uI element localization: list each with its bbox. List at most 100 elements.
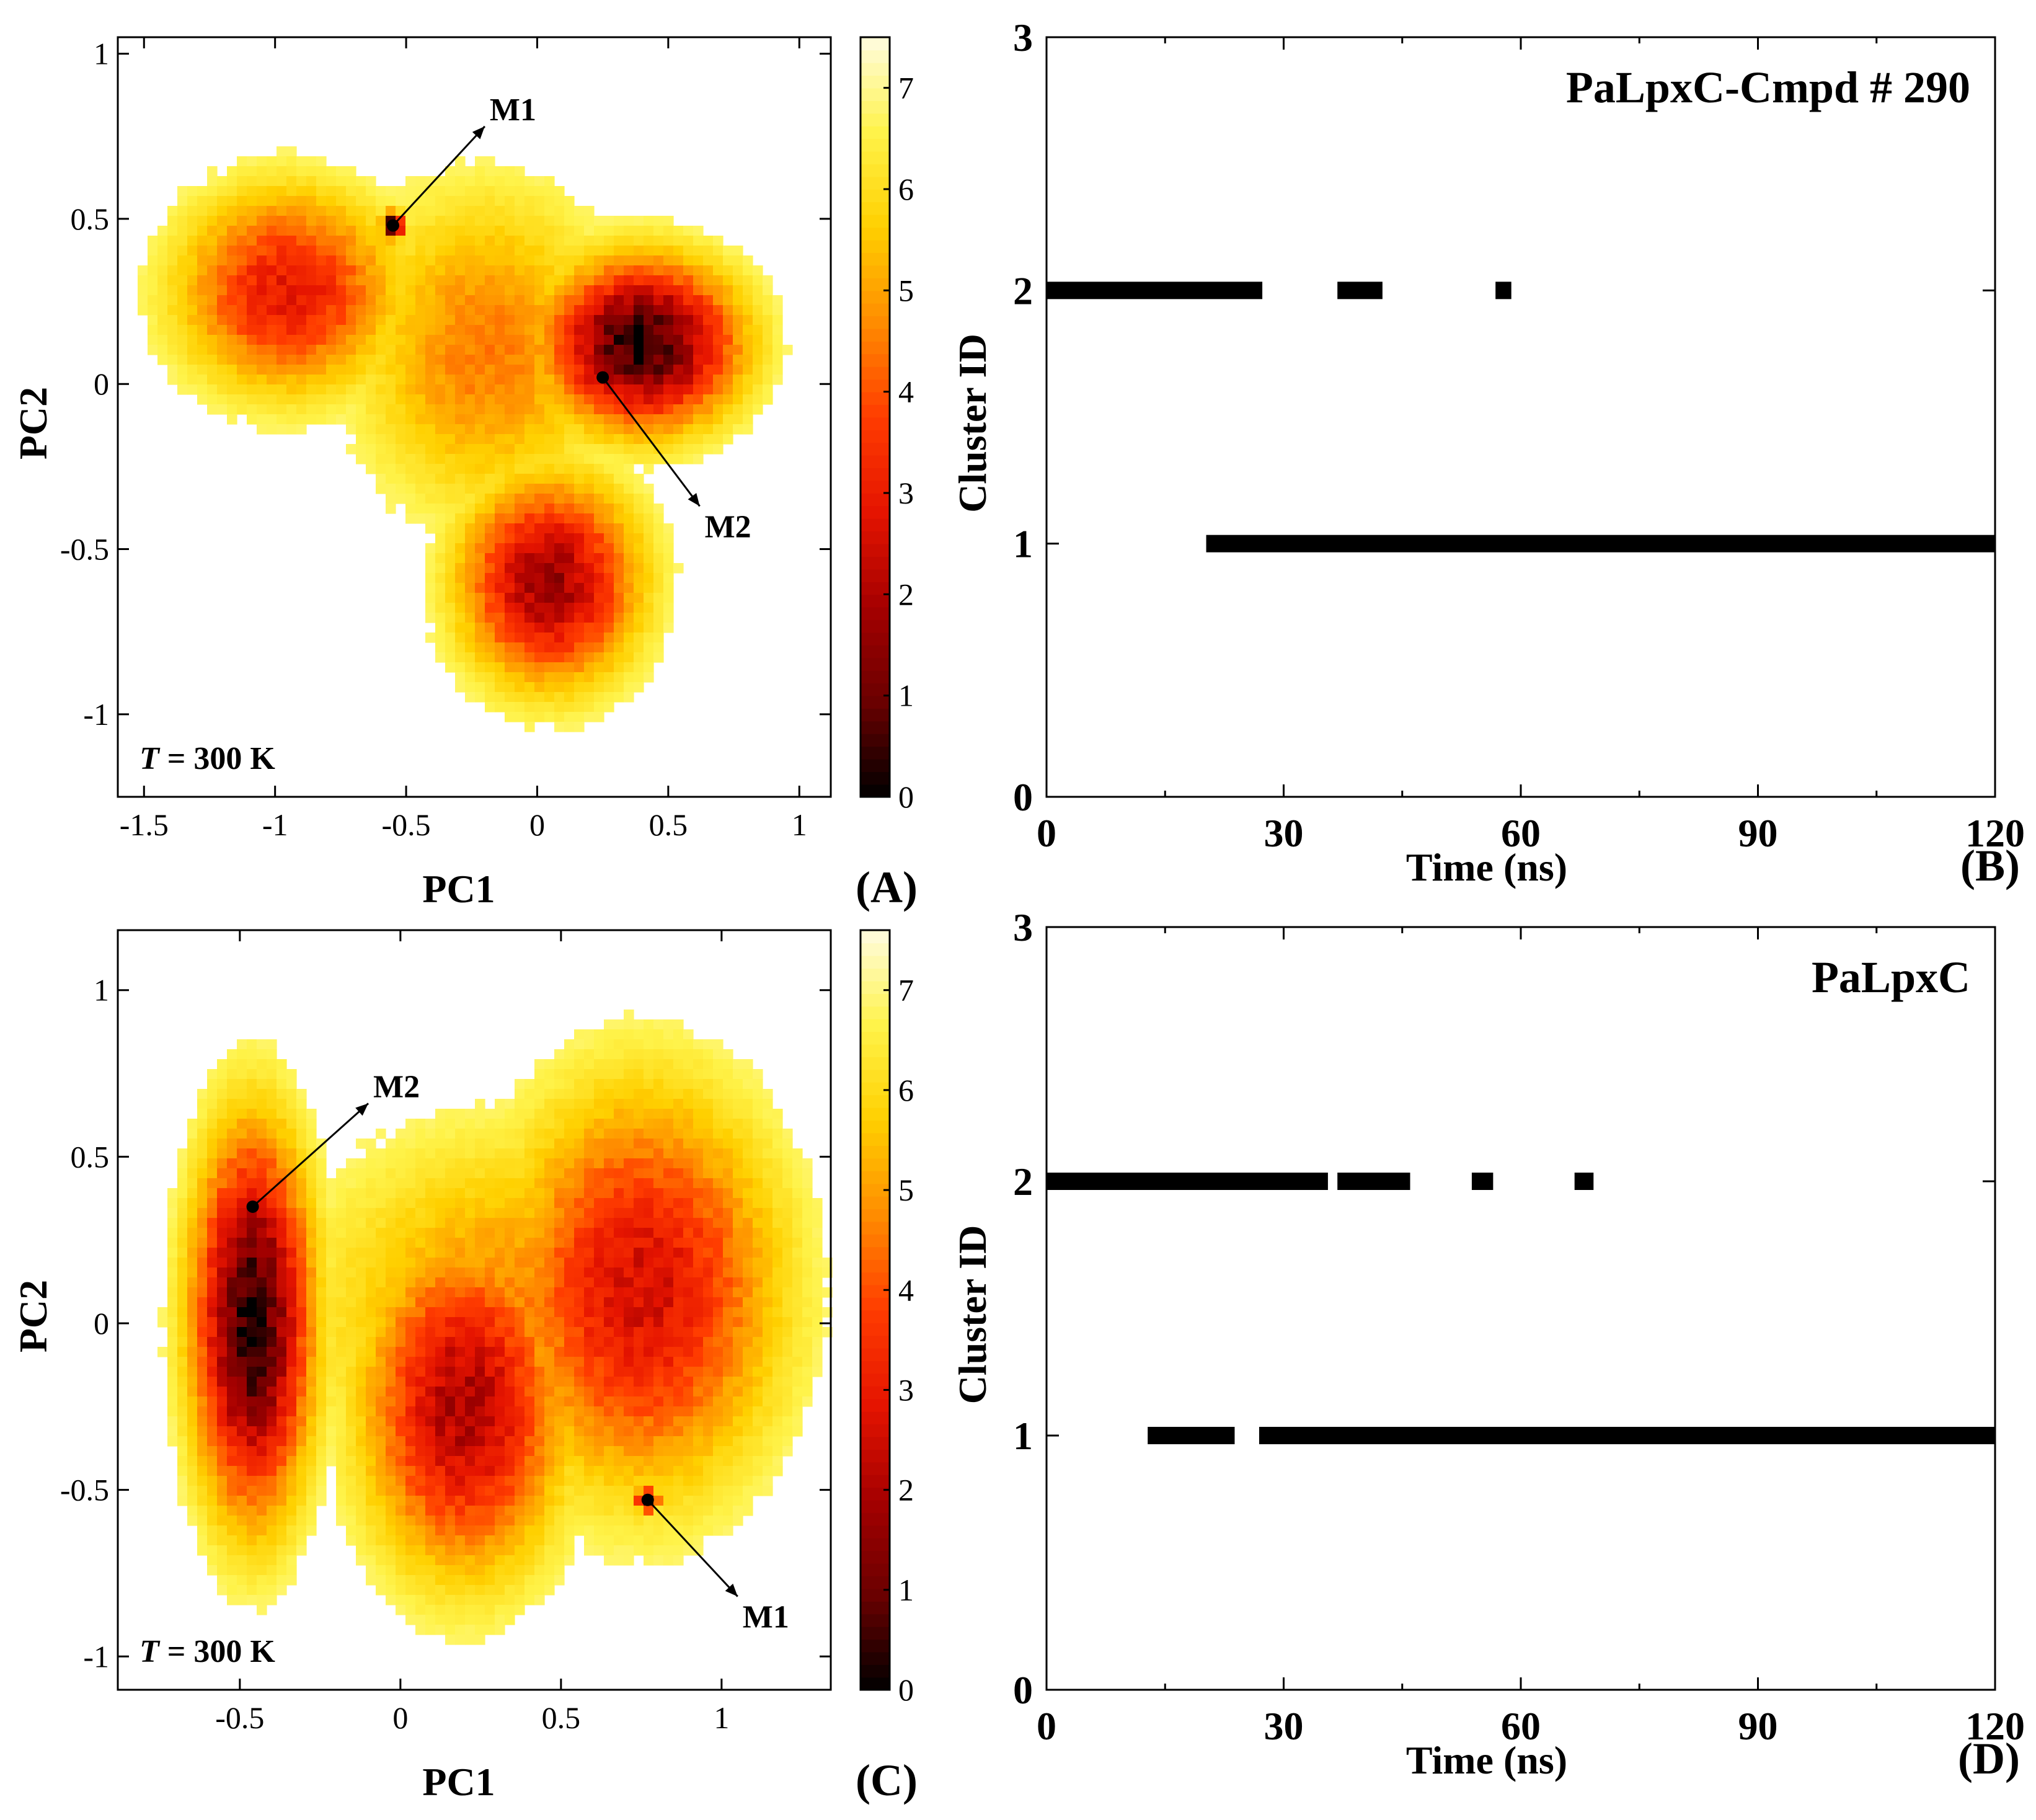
heatmap-cell (425, 464, 436, 474)
heatmap-cell (247, 1178, 257, 1189)
heatmap-cell (574, 1307, 585, 1318)
heatmap-cell (683, 1426, 694, 1437)
heatmap-cell (713, 1317, 724, 1328)
heatmap-cell (703, 1466, 714, 1476)
heatmap-cell (356, 265, 366, 276)
colorbar-segment (861, 657, 890, 671)
heatmap-cell (544, 1347, 555, 1357)
heatmap-cell (693, 375, 704, 385)
heatmap-cell (455, 1287, 466, 1298)
heatmap-cell (485, 662, 495, 673)
temperature-symbol: T (139, 741, 161, 776)
heatmap-cell (425, 196, 436, 206)
heatmap-cell (326, 375, 337, 385)
heatmap-cell (683, 1049, 694, 1060)
heatmap-cell (515, 355, 525, 365)
heatmap-cell (594, 563, 604, 574)
heatmap-cell (405, 474, 416, 484)
heatmap-cell (455, 474, 466, 484)
heatmap-cell (693, 404, 704, 415)
heatmap-cell (743, 1099, 753, 1109)
heatmap-cell (624, 1267, 634, 1278)
heatmap-cell (604, 484, 614, 494)
heatmap-cell (326, 285, 337, 296)
heatmap-cell (386, 196, 396, 206)
heatmap-cell (723, 1466, 733, 1476)
heatmap-cell (197, 1337, 208, 1347)
heatmap-cell (624, 236, 634, 246)
heatmap-cell (594, 1039, 604, 1050)
heatmap-cell (425, 1248, 436, 1258)
heatmap-cell (544, 255, 555, 266)
heatmap-cell (772, 1387, 783, 1397)
heatmap-cell (247, 216, 257, 226)
heatmap-cell (733, 1258, 743, 1268)
heatmap-cell (187, 1446, 198, 1457)
heatmap-cell (187, 375, 198, 385)
heatmap-cell (683, 305, 694, 316)
heatmap-cell (346, 345, 356, 355)
heatmap-cell (703, 1377, 714, 1387)
heatmap-cell (653, 246, 664, 256)
heatmap-cell (772, 1416, 783, 1427)
heatmap-cell (465, 305, 476, 316)
heatmap-cell (604, 1019, 614, 1030)
heatmap-cell (663, 583, 674, 593)
heatmap-cell (782, 1208, 793, 1219)
heatmap-cell (296, 1317, 307, 1328)
heatmap-cell (257, 1178, 267, 1189)
heatmap-cell (485, 1188, 495, 1199)
heatmap-cell (356, 1277, 366, 1288)
heatmap-cell (574, 375, 585, 385)
heatmap-cell (475, 583, 485, 593)
heatmap-cell (614, 1129, 624, 1139)
heatmap-cell (524, 1119, 535, 1129)
heatmap-cell (693, 1287, 704, 1298)
heatmap-cell (386, 186, 396, 197)
heatmap-cell (396, 1347, 406, 1357)
heatmap-cell (197, 375, 208, 385)
heatmap-cell (554, 1089, 565, 1099)
heatmap-cell (653, 1039, 664, 1050)
y-tick-label: 0 (94, 366, 109, 401)
heatmap-cell (753, 1416, 763, 1427)
heatmap-cell (316, 315, 327, 326)
heatmap-cell (227, 1456, 237, 1467)
heatmap-cell (177, 246, 188, 256)
heatmap-cell (435, 176, 446, 187)
heatmap-cell (772, 315, 783, 326)
heatmap-cell (405, 285, 416, 296)
heatmap-cell (435, 1178, 446, 1189)
heatmap-cell (187, 216, 198, 226)
heatmap-cell (286, 315, 297, 326)
heatmap-cell (306, 1436, 317, 1447)
heatmap-cell (207, 216, 218, 226)
heatmap-cell (336, 1357, 347, 1367)
heatmap-cell (296, 1456, 307, 1467)
cluster-2-segment (1495, 282, 1512, 300)
heatmap-cell (207, 206, 218, 216)
heatmap-cell (217, 1377, 228, 1387)
heatmap-cell (247, 1148, 257, 1159)
heatmap-cell (604, 692, 614, 703)
heatmap-cell (733, 1377, 743, 1387)
heatmap-cell (763, 1277, 773, 1288)
heatmap-cell (534, 434, 545, 445)
heatmap-cell (614, 533, 624, 544)
heatmap-cell (376, 1198, 386, 1209)
heatmap-cell (683, 315, 694, 326)
heatmap-cell (286, 1377, 297, 1387)
heatmap-cell (683, 1089, 694, 1099)
heatmap-cell (505, 593, 515, 603)
heatmap-cell (495, 176, 505, 187)
heatmap-cell (207, 1228, 218, 1238)
heatmap-cell (346, 444, 356, 455)
heatmap-cell (455, 672, 466, 683)
heatmap-cell (286, 1446, 297, 1457)
heatmap-cell (544, 1099, 555, 1109)
heatmap-cell (187, 1129, 198, 1139)
heatmap-cell (772, 1396, 783, 1407)
heatmap-cell (277, 156, 287, 167)
heatmap-cell (604, 305, 614, 316)
heatmap-cell (524, 384, 535, 395)
